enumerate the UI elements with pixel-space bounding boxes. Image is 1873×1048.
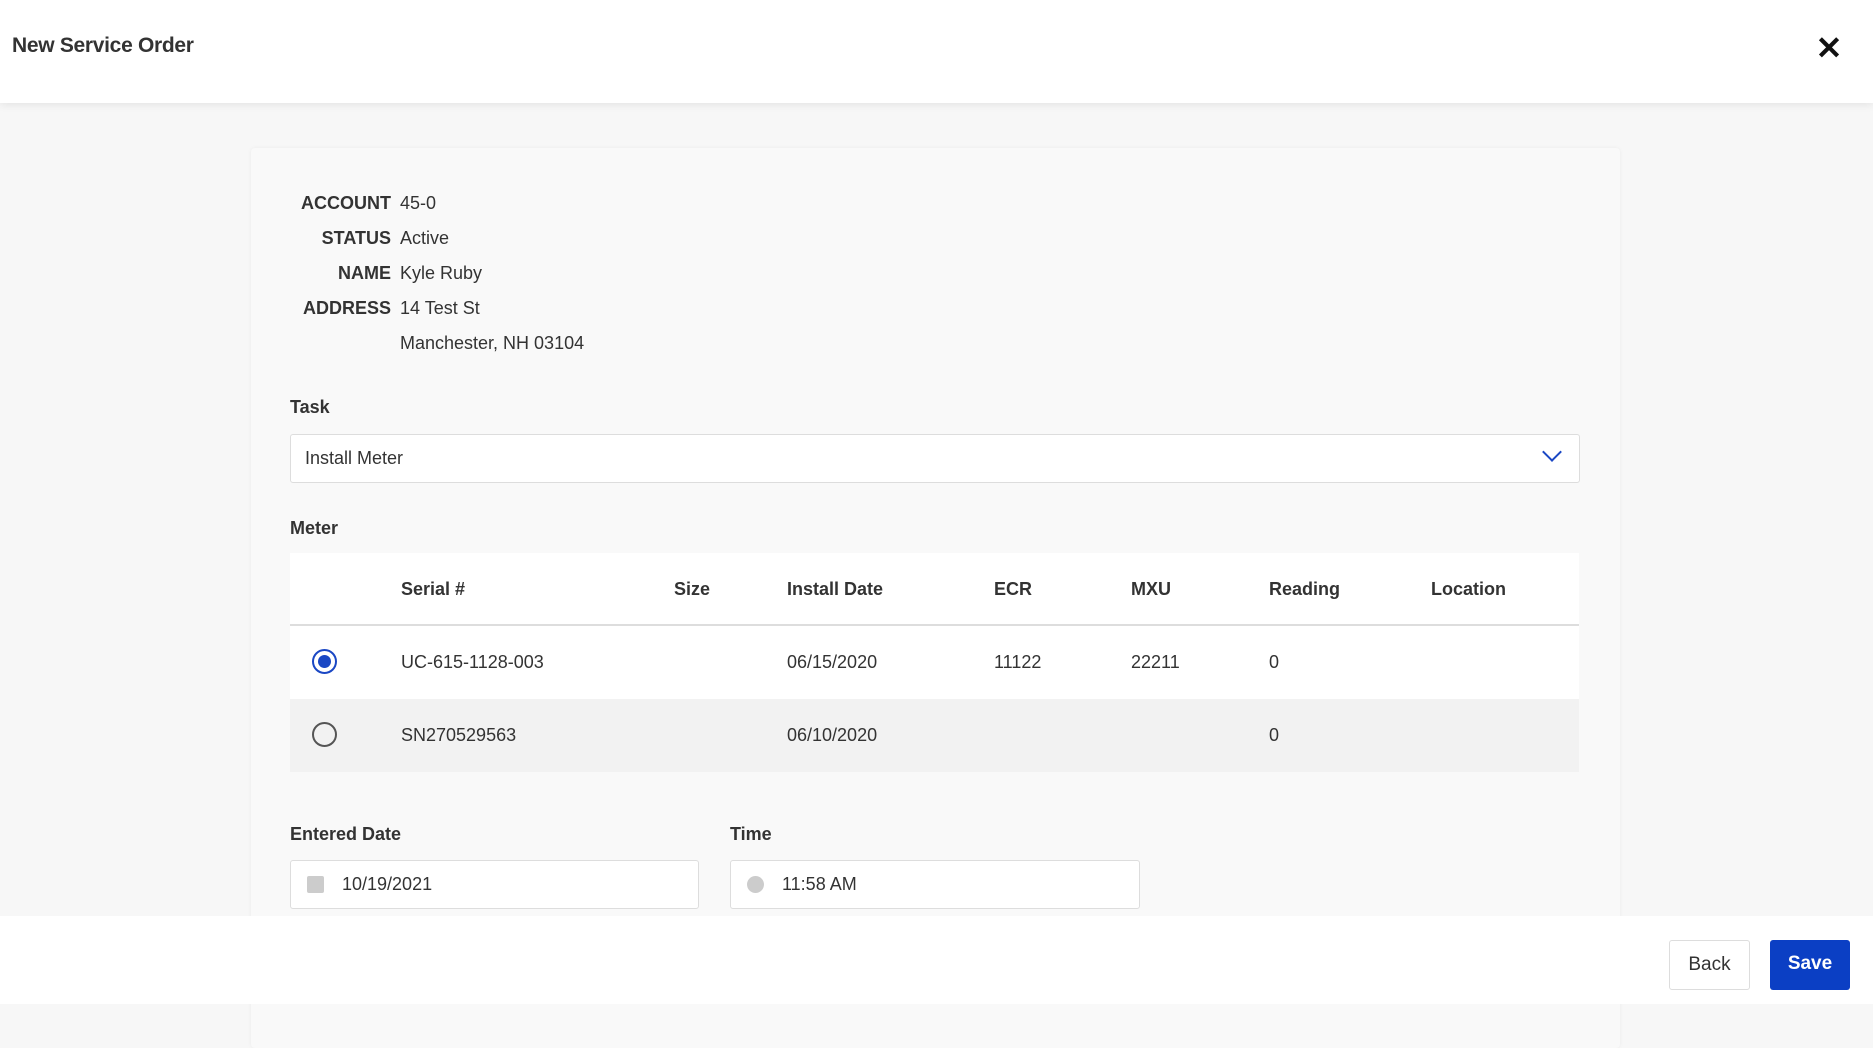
col-size: Size (674, 579, 711, 599)
address-line1: 14 Test St (400, 298, 480, 318)
clock-icon (747, 876, 764, 893)
col-ecr: ECR (994, 579, 1033, 599)
entered-date-label: Entered Date (290, 824, 402, 844)
table-row[interactable]: UC-615-1128-003 06/15/2020 11122 22211 0 (290, 626, 1579, 699)
cell-serial: UC-615-1128-003 (401, 652, 544, 672)
time-label: Time (730, 824, 772, 844)
col-location: Location (1431, 579, 1506, 599)
cell-install-date: 06/10/2020 (787, 725, 878, 745)
cell-install-date: 06/15/2020 (787, 652, 878, 672)
time-input[interactable]: 11:58 AM (730, 860, 1140, 909)
page-title: New Service Order (12, 34, 194, 57)
meter-table: Serial # Size Install Date ECR MXU Readi… (290, 553, 1579, 772)
cell-ecr: 11122 (994, 652, 1042, 672)
cell-serial: SN270529563 (401, 725, 517, 745)
task-select[interactable]: Install Meter (290, 434, 1580, 483)
header: New Service Order ✕ (0, 0, 1873, 103)
task-label: Task (290, 397, 330, 417)
col-serial: Serial # (401, 579, 466, 599)
name-label: NAME (338, 263, 391, 283)
cell-reading: 0 (1269, 725, 1280, 745)
task-value: Install Meter (305, 448, 404, 468)
meter-label: Meter (290, 518, 339, 538)
account-value: 45-0 (400, 193, 437, 213)
footer: Back Save (0, 916, 1873, 1004)
row-radio-selected[interactable] (312, 649, 337, 674)
entered-date-input[interactable]: 10/19/2021 (290, 860, 699, 909)
status-label: STATUS (321, 228, 391, 248)
table-header: Serial # Size Install Date ECR MXU Readi… (290, 553, 1579, 626)
cell-mxu: 22211 (1131, 652, 1180, 672)
status-value: Active (400, 228, 450, 248)
col-reading: Reading (1269, 579, 1341, 599)
col-mxu: MXU (1131, 579, 1171, 599)
name-value: Kyle Ruby (400, 263, 483, 283)
address-label: ADDRESS (302, 298, 391, 318)
account-label: ACCOUNT (301, 193, 391, 213)
entered-date-value: 10/19/2021 (342, 874, 433, 894)
account-info: ACCOUNT 45-0 STATUS Active NAME Kyle Rub… (0, 0, 900, 400)
row-radio[interactable] (312, 722, 337, 747)
address-line2: Manchester, NH 03104 (400, 333, 585, 353)
time-value: 11:58 AM (782, 874, 857, 894)
save-button[interactable]: Save (1770, 940, 1850, 990)
close-icon[interactable]: ✕ (1815, 30, 1843, 66)
col-install-date: Install Date (787, 579, 884, 599)
back-button[interactable]: Back (1669, 940, 1750, 990)
calendar-icon (307, 876, 324, 893)
chevron-down-icon (1542, 442, 1562, 462)
table-row[interactable]: SN270529563 06/10/2020 0 (290, 699, 1579, 772)
cell-reading: 0 (1269, 652, 1280, 672)
